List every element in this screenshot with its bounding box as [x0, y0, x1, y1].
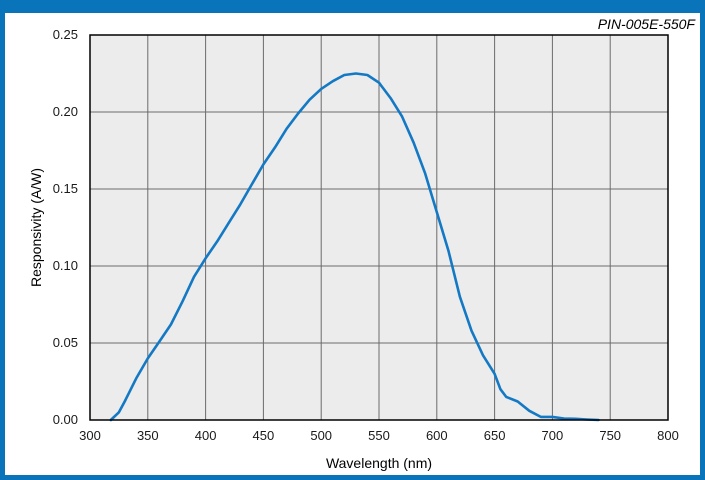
- x-tick-label: 300: [79, 428, 101, 443]
- plot-border: [89, 34, 669, 421]
- y-tick-label: 0.20: [53, 104, 78, 119]
- x-tick-label: 500: [310, 428, 332, 443]
- x-tick-label: 350: [137, 428, 159, 443]
- y-tick-label: 0.25: [53, 27, 78, 42]
- y-tick-label: 0.15: [53, 181, 78, 196]
- grid-lines: [89, 34, 669, 421]
- x-tick-label: 450: [253, 428, 275, 443]
- y-axis-title: Responsivity (A/W): [28, 168, 44, 287]
- y-tick-labels: 0.00 0.05 0.10 0.15 0.20 0.25: [53, 27, 78, 427]
- x-tick-label: 400: [195, 428, 217, 443]
- model-label: PIN-005E-550F: [598, 16, 697, 32]
- y-tick-label: 0.05: [53, 335, 78, 350]
- x-tick-label: 800: [657, 428, 679, 443]
- x-tick-label: 600: [426, 428, 448, 443]
- x-tick-label: 750: [599, 428, 621, 443]
- x-tick-label: 550: [368, 428, 390, 443]
- x-axis-title: Wavelength (nm): [326, 455, 432, 471]
- x-tick-labels: 300 350 400 450 500 550 600 650 700 750 800: [79, 428, 679, 443]
- y-tick-label: 0.10: [53, 258, 78, 273]
- x-tick-label: 650: [484, 428, 506, 443]
- y-tick-label: 0.00: [53, 412, 78, 427]
- x-tick-label: 700: [542, 428, 564, 443]
- responsivity-curve: [109, 72, 600, 422]
